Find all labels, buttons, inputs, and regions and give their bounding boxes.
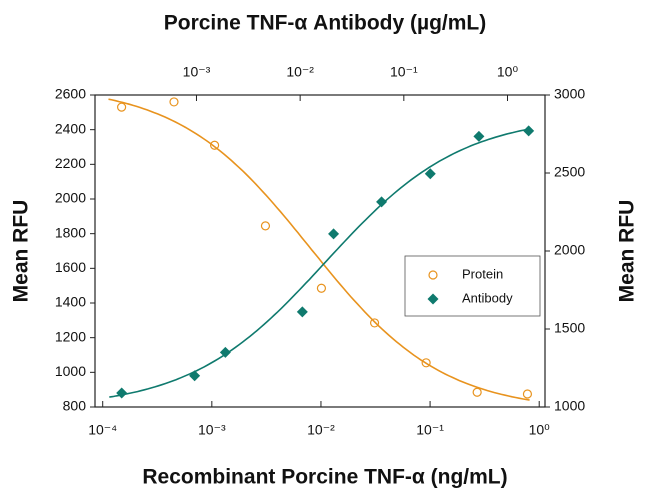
data-point — [376, 196, 388, 208]
data-point — [472, 387, 482, 397]
legend-marker — [427, 293, 439, 305]
x2-tick-label: 10⁻¹ — [390, 64, 418, 80]
y-tick-label: 1000 — [55, 363, 86, 379]
x-axis-title: Recombinant Porcine TNF-α (ng/mL) — [142, 466, 507, 489]
data-point — [189, 370, 201, 382]
fit-curve — [109, 127, 531, 398]
y-tick-label: 2200 — [55, 155, 86, 171]
data-point — [219, 346, 231, 358]
fit-curve — [108, 98, 530, 401]
top-axis-title: Porcine TNF-α Antibody (µg/mL) — [164, 12, 487, 35]
x-tick-label: 10⁻¹ — [416, 422, 444, 438]
y-tick-label: 800 — [63, 398, 87, 414]
legend-label: Antibody — [462, 290, 513, 305]
x-tick-label: 10⁻³ — [198, 422, 226, 438]
x2-tick-label: 10⁻² — [286, 64, 314, 80]
data-point — [209, 140, 220, 150]
y2-axis-title: Mean RFU — [616, 200, 639, 303]
data-point — [473, 130, 485, 142]
data-point — [316, 283, 327, 293]
data-point — [369, 318, 380, 328]
legend-marker — [428, 270, 438, 280]
y-tick-label: 1400 — [55, 294, 86, 310]
data-point — [117, 102, 127, 112]
data-point — [116, 387, 128, 399]
y2-tick-label: 1000 — [554, 398, 585, 414]
y2-tick-label: 2500 — [554, 164, 585, 180]
y-tick-label: 2600 — [55, 86, 86, 102]
data-point — [421, 358, 431, 368]
x-tick-label: 10⁰ — [529, 422, 551, 438]
y2-tick-label: 1500 — [554, 320, 585, 336]
y2-tick-label: 3000 — [554, 86, 585, 102]
x-tick-label: 10⁻⁴ — [88, 422, 117, 438]
data-point — [260, 221, 271, 231]
x2-tick-label: 10⁻³ — [183, 64, 211, 80]
y-tick-label: 1800 — [55, 224, 86, 240]
plot-frame — [94, 94, 546, 408]
legend-label: Protein — [462, 266, 503, 281]
y2-tick-label: 2000 — [554, 242, 585, 258]
x-tick-label: 10⁻² — [307, 422, 335, 438]
y-tick-label: 1600 — [55, 259, 86, 275]
y-tick-label: 2000 — [55, 190, 86, 206]
legend-box — [404, 255, 541, 317]
y-tick-label: 2400 — [55, 120, 86, 136]
data-point — [523, 125, 535, 137]
y-axis-title: Mean RFU — [10, 200, 33, 303]
data-point — [424, 168, 436, 180]
data-point — [169, 97, 179, 107]
y-tick-label: 1200 — [55, 328, 86, 344]
data-point — [296, 306, 308, 318]
data-point — [522, 389, 533, 399]
x2-tick-label: 10⁰ — [497, 64, 519, 80]
data-point — [328, 228, 340, 240]
